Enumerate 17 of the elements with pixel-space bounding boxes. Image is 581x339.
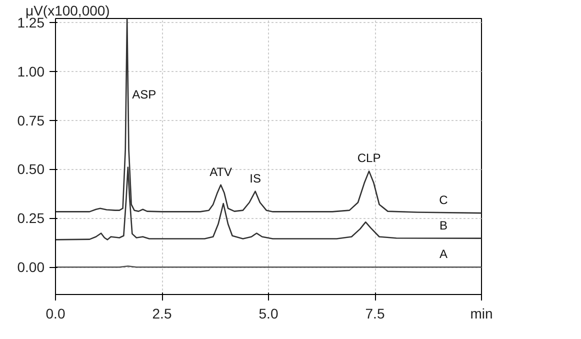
x-tick-label: min	[470, 306, 493, 322]
y-tick-label: 0.00	[17, 259, 45, 276]
x-tick-label: 7.5	[365, 306, 385, 322]
x-tick-label: 5.0	[258, 306, 278, 322]
y-tick-label: 1.00	[17, 63, 45, 80]
y-tick-label: 0.75	[17, 112, 45, 128]
series-label: B	[440, 218, 448, 232]
annotation: CLP	[357, 151, 381, 166]
annotation: IS	[250, 171, 261, 186]
series-label: C	[439, 193, 448, 208]
y-tick-label: 0.50	[17, 161, 45, 178]
annotation: ATV	[210, 164, 232, 179]
y-tick-label: 0.25	[17, 210, 45, 226]
x-tick-label: 0.0	[46, 306, 66, 322]
annotation: ASP	[132, 88, 156, 102]
series-label: A	[440, 247, 448, 262]
x-tick-label: 2.5	[152, 306, 172, 322]
